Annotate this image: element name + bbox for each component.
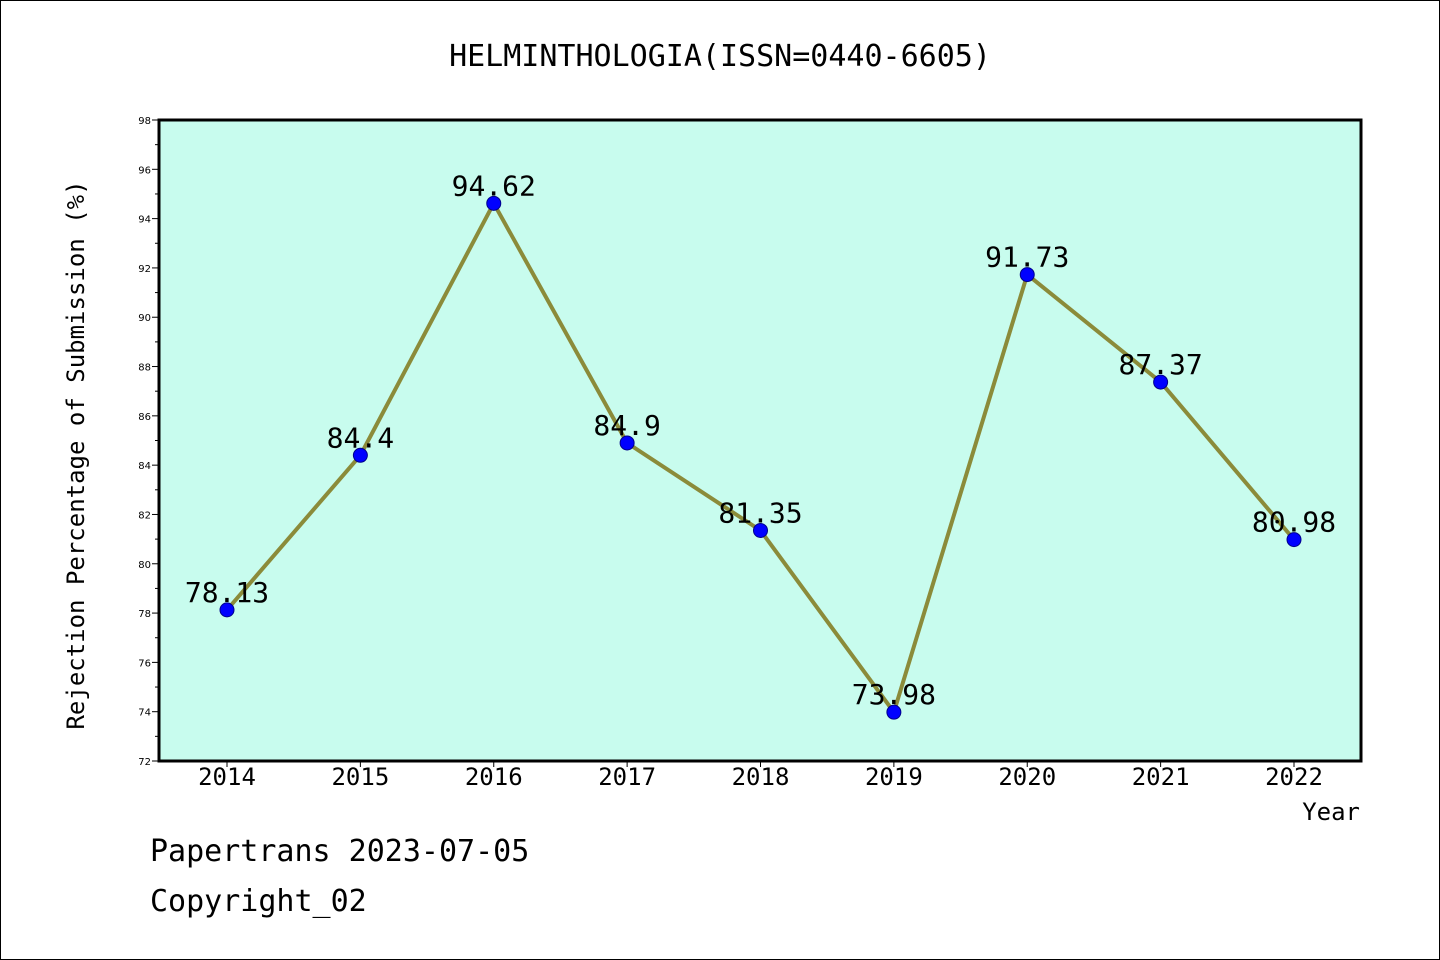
- y-axis-label: Rejection Percentage of Submission (%): [62, 180, 90, 729]
- y-tick-label: 98: [138, 116, 151, 127]
- y-tick-label: 82: [138, 510, 151, 521]
- x-tick-label: 2014: [198, 763, 256, 791]
- y-tick-label: 78: [138, 609, 151, 620]
- y-tick-label: 72: [138, 757, 151, 768]
- data-label: 94.62: [452, 169, 536, 202]
- data-markers: [219, 195, 1302, 720]
- x-tick-label: 2019: [865, 763, 923, 791]
- plot-area: [157, 118, 1363, 763]
- data-point: [886, 704, 902, 720]
- data-point: [1153, 374, 1169, 390]
- x-tick-label: 2020: [998, 763, 1056, 791]
- data-label: 80.98: [1252, 506, 1336, 539]
- x-axis-ticks: 2014 2015 2016 2017 2018 2019 2020 2021 2022: [198, 761, 1323, 791]
- y-tick-label: 94: [138, 215, 151, 226]
- data-label: 81.35: [718, 496, 802, 529]
- x-axis-label: Year: [1302, 798, 1360, 826]
- data-labels: 78.13 84.4 94.62 84.9 81.35 73.98 91.73 87.37 80…: [185, 169, 1336, 711]
- y-tick-label: 96: [138, 165, 151, 176]
- data-label: 91.73: [985, 241, 1069, 274]
- y-tick-label: 80: [138, 560, 151, 571]
- data-point: [486, 195, 502, 211]
- data-point: [619, 435, 635, 451]
- y-tick-label: 74: [138, 708, 151, 719]
- data-point: [352, 447, 368, 463]
- x-tick-label: 2017: [598, 763, 656, 791]
- data-point: [1019, 267, 1035, 283]
- data-label: 84.9: [593, 409, 660, 442]
- footer-date: Papertrans 2023-07-05: [150, 834, 530, 869]
- footer-copyright: Copyright_02: [150, 884, 367, 919]
- data-point: [753, 522, 768, 538]
- y-tick-label: 88: [138, 363, 151, 374]
- x-tick-label: 2018: [732, 763, 790, 791]
- x-tick-label: 2016: [465, 763, 523, 791]
- y-tick-label: 90: [138, 313, 151, 324]
- y-tick-label: 86: [138, 412, 151, 423]
- x-tick-label: 2021: [1132, 763, 1190, 791]
- data-label: 73.98: [852, 678, 936, 711]
- chart-title: HELMINTHOLOGIA(ISSN=0440-6605): [449, 39, 991, 74]
- data-label: 84.4: [327, 421, 394, 454]
- data-label: 87.37: [1118, 348, 1202, 381]
- y-axis-ticks: 72 74 76 78 80 82 84 86 88 90 92 94 96 98: [138, 116, 159, 768]
- data-point: [219, 602, 235, 618]
- x-tick-label: 2022: [1265, 763, 1323, 791]
- y-tick-label: 92: [138, 264, 151, 275]
- y-tick-label: 76: [138, 658, 151, 669]
- data-label: 78.13: [185, 576, 269, 609]
- data-point: [1286, 532, 1302, 548]
- y-tick-label: 84: [138, 461, 151, 472]
- x-tick-label: 2015: [331, 763, 389, 791]
